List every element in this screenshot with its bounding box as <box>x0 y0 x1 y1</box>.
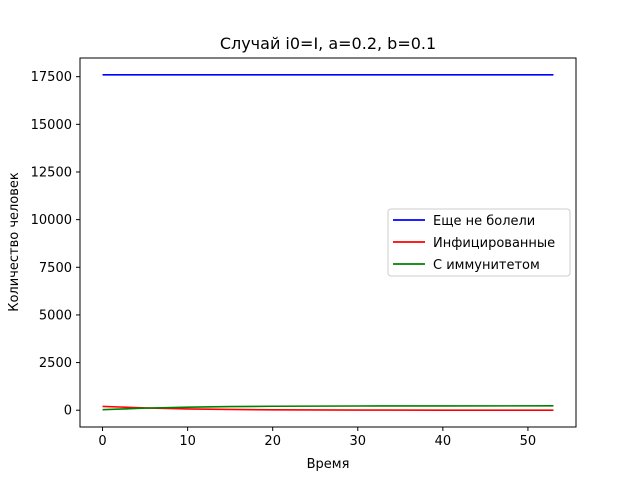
x-tick-label: 40 <box>435 434 452 449</box>
y-tick-label: 12500 <box>31 165 72 180</box>
x-tick-label: 30 <box>350 434 367 449</box>
y-axis-ticks: 0 2500 5000 7500 10000 12500 15000 17500 <box>31 70 80 419</box>
chart-title: Случай i0=I, a=0.2, b=0.1 <box>220 34 436 53</box>
x-axis-label: Время <box>307 457 350 472</box>
y-tick-label: 2500 <box>39 356 72 371</box>
legend-label-3: С иммунитетом <box>433 258 540 273</box>
legend-label-1: Еще не болели <box>433 214 535 229</box>
series-line-3 <box>102 405 554 411</box>
plot-frame <box>79 57 577 428</box>
y-tick-label: 17500 <box>31 70 72 85</box>
plot-lines <box>102 73 554 412</box>
y-tick-label: 10000 <box>31 213 72 228</box>
legend-box <box>387 208 571 277</box>
legend: Еще не болели Инфицированные С иммунитетом <box>387 208 571 277</box>
x-tick-label: 0 <box>98 434 106 449</box>
x-tick-label: 20 <box>264 434 281 449</box>
x-tick-label: 50 <box>520 434 537 449</box>
y-tick-label: 5000 <box>39 308 72 323</box>
y-tick-label: 15000 <box>31 118 72 133</box>
y-tick-label: 0 <box>64 404 72 419</box>
legend-label-2: Инфицированные <box>433 236 555 251</box>
x-axis-ticks: 0 10 20 30 40 50 <box>98 427 536 449</box>
y-axis-label: Количество человек <box>7 172 22 312</box>
series-line-2 <box>102 405 554 412</box>
legend-items: Еще не болели Инфицированные С иммунитетом <box>393 214 555 273</box>
y-tick-label: 7500 <box>39 261 72 276</box>
x-tick-label: 10 <box>179 434 196 449</box>
